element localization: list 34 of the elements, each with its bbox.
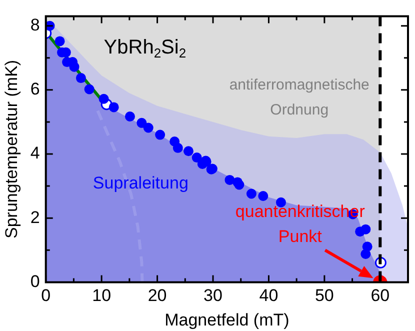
y-tick-label: 4: [30, 144, 40, 163]
point: [258, 190, 268, 201]
x-tick-label: 60: [370, 286, 390, 306]
point: [69, 62, 80, 72]
point: [76, 73, 86, 84]
point: [124, 112, 135, 122]
y-tick-label: 0: [30, 272, 40, 291]
point: [98, 94, 109, 104]
point: [172, 142, 183, 153]
x-tick-label: 30: [204, 286, 222, 306]
point: [155, 130, 166, 140]
point: [54, 36, 65, 46]
x-tick-label: 40: [259, 286, 278, 306]
point: [360, 249, 371, 259]
annotation: quantenkritischer Punkt: [235, 202, 366, 246]
annotation: Supraleitung: [92, 173, 188, 192]
point: [192, 152, 202, 163]
point: [143, 122, 154, 133]
point: [108, 102, 119, 112]
x-tick-label: 20: [148, 286, 167, 306]
x-axis-title: Magnetfeld (mT): [164, 310, 290, 330]
annotation: antiferromagnetische Ordnung: [229, 76, 370, 118]
x-tick-label: 10: [92, 286, 112, 306]
point: [246, 188, 256, 199]
y-tick-label: 8: [30, 16, 40, 34]
point: [136, 118, 147, 128]
x-tick-label: 50: [314, 286, 334, 306]
y-tick-label: 6: [30, 80, 40, 99]
point: [84, 84, 94, 94]
point: [360, 224, 371, 234]
y-axis-title: Sprungtemperatur (mK): [2, 60, 21, 238]
y-tick-label: 2: [30, 208, 40, 227]
point: [234, 180, 244, 190]
point: [183, 146, 194, 156]
